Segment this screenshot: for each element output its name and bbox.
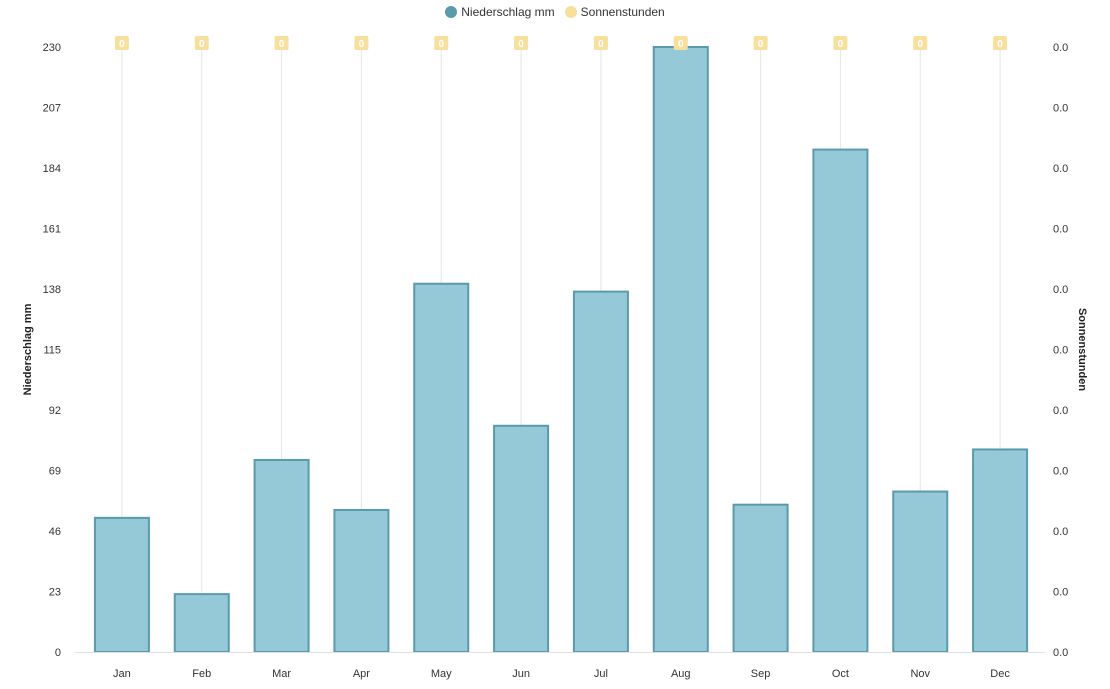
bar-apr bbox=[333, 508, 390, 653]
x-tick-label-feb: Feb bbox=[192, 668, 211, 680]
y-left-tick-label: 23 bbox=[49, 587, 61, 599]
y-right-tick-label: 0.0 bbox=[1053, 345, 1068, 357]
data-label-apr: 0 bbox=[354, 36, 369, 50]
data-label-text: 0 bbox=[917, 39, 923, 50]
y-left-tick-label: 161 bbox=[43, 224, 61, 236]
data-label-text: 0 bbox=[678, 39, 684, 50]
y-left-tick-label: 184 bbox=[43, 163, 61, 175]
legend-item-niederschlag[interactable]: Niederschlag mm bbox=[445, 5, 555, 19]
y-right-tick-label: 0.0 bbox=[1053, 405, 1068, 417]
y-left-tick-label: 115 bbox=[43, 345, 61, 357]
axis-layer: Jan Feb Mar Apr May Jun Jul Aug Sep Oct Nov Dec 0 23 4… bbox=[22, 42, 1088, 680]
y-right-tick-label: 0.0 bbox=[1053, 587, 1068, 599]
data-label-box bbox=[593, 36, 608, 50]
legend-swatch-niederschlag bbox=[445, 6, 458, 18]
y-left-tick-label: 69 bbox=[49, 466, 61, 478]
x-tick-label-jul: Jul bbox=[594, 668, 608, 680]
data-label-text: 0 bbox=[598, 39, 604, 50]
legend-swatch-sonnenstunden bbox=[564, 6, 577, 18]
data-label-mar: 0 bbox=[274, 36, 289, 50]
y-right-tick-label: 0.0 bbox=[1053, 466, 1068, 478]
legend-label-niederschlag: Niederschlag mm bbox=[461, 5, 555, 19]
bar-mar bbox=[253, 458, 310, 654]
data-label-text: 0 bbox=[359, 39, 365, 50]
data-label-box bbox=[993, 36, 1008, 50]
data-label-text: 0 bbox=[997, 39, 1003, 50]
bar-may bbox=[413, 282, 470, 653]
data-label-box bbox=[514, 36, 529, 50]
data-label-box bbox=[114, 36, 129, 50]
y-right-tick-label: 0.0 bbox=[1053, 103, 1068, 115]
data-label-layer: 0 0 0 0 0 0 0 0 0 0 0 0 bbox=[114, 36, 1008, 50]
x-tick-label-may: May bbox=[431, 668, 452, 680]
y-right-tick-label: 0.0 bbox=[1053, 526, 1068, 538]
y-right-tick-label: 0.0 bbox=[1053, 647, 1068, 659]
y-axis-title-right: Sonnenstunden bbox=[1076, 308, 1088, 391]
data-label-feb: 0 bbox=[194, 36, 209, 50]
data-label-text: 0 bbox=[438, 39, 444, 50]
bar-nov bbox=[892, 490, 949, 654]
data-label-nov: 0 bbox=[913, 36, 928, 50]
y-left-tick-label: 138 bbox=[43, 284, 61, 296]
y-right-tick-label: 0.0 bbox=[1053, 163, 1068, 175]
bar-sep bbox=[732, 503, 789, 653]
y-right-tick-label: 0.0 bbox=[1053, 42, 1068, 54]
bar-layer bbox=[93, 46, 1029, 654]
data-label-may: 0 bbox=[434, 36, 449, 50]
data-label-box bbox=[753, 36, 768, 50]
data-label-text: 0 bbox=[758, 39, 764, 50]
x-tick-label-sep: Sep bbox=[751, 668, 771, 680]
bar-aug bbox=[652, 46, 709, 653]
data-label-text: 0 bbox=[279, 39, 285, 50]
bar-jul bbox=[572, 290, 629, 653]
data-label-dec: 0 bbox=[993, 36, 1008, 50]
data-label-box bbox=[913, 36, 928, 50]
data-label-box bbox=[434, 36, 449, 50]
data-label-sep: 0 bbox=[753, 36, 768, 50]
data-label-box bbox=[194, 36, 209, 50]
bar-dec bbox=[972, 448, 1029, 653]
y-axis-title-left: Niederschlag mm bbox=[22, 303, 34, 395]
data-label-text: 0 bbox=[838, 39, 844, 50]
data-label-text: 0 bbox=[518, 39, 524, 50]
data-label-text: 0 bbox=[119, 39, 125, 50]
y-left-tick-label: 207 bbox=[43, 103, 61, 115]
y-right-tick-label: 0.0 bbox=[1053, 284, 1068, 296]
y-left-tick-label: 46 bbox=[49, 526, 61, 538]
x-tick-label-jan: Jan bbox=[113, 668, 131, 680]
y-left-tick-label: 230 bbox=[43, 42, 61, 54]
legend-label-sonnenstunden: Sonnenstunden bbox=[580, 5, 665, 19]
data-label-box bbox=[673, 36, 688, 50]
legend-item-sonnenstunden[interactable]: Sonnenstunden bbox=[564, 5, 665, 19]
x-tick-label-nov: Nov bbox=[910, 668, 930, 680]
data-label-box bbox=[833, 36, 848, 50]
data-label-text: 0 bbox=[199, 39, 205, 50]
bar-feb bbox=[173, 593, 230, 653]
bar-oct bbox=[812, 148, 869, 654]
data-label-jul: 0 bbox=[593, 36, 608, 50]
x-tick-label-apr: Apr bbox=[353, 668, 370, 680]
data-label-jan: 0 bbox=[114, 36, 129, 50]
x-tick-label-oct: Oct bbox=[832, 668, 849, 680]
x-tick-label-dec: Dec bbox=[990, 668, 1010, 680]
data-label-aug: 0 bbox=[673, 36, 688, 50]
bar-jan bbox=[93, 516, 150, 654]
data-label-oct: 0 bbox=[833, 36, 848, 50]
data-label-box bbox=[274, 36, 289, 50]
y-left-tick-label: 0 bbox=[55, 647, 61, 659]
bar-jun bbox=[493, 424, 550, 654]
data-label-jun: 0 bbox=[514, 36, 529, 50]
y-left-tick-label: 92 bbox=[49, 405, 61, 417]
x-tick-label-mar: Mar bbox=[272, 668, 291, 680]
x-tick-label-aug: Aug bbox=[671, 668, 691, 680]
x-tick-label-jun: Jun bbox=[512, 668, 530, 680]
chart-legend: Niederschlag mm Sonnenstunden bbox=[0, 5, 1110, 19]
y-right-tick-label: 0.0 bbox=[1053, 224, 1068, 236]
data-label-box bbox=[354, 36, 369, 50]
